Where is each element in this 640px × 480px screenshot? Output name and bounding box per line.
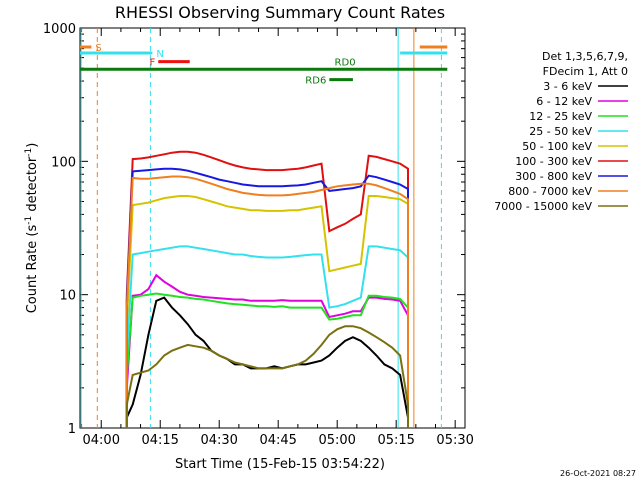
series-line-2	[125, 292, 409, 428]
legend-label: 3 - 6 keV	[543, 80, 592, 93]
series-line-0	[125, 296, 409, 428]
x-tick-label: 05:15	[377, 433, 414, 448]
x-axis-ticks: 04:00 04:15 04:30 04:45 05:00 05:15 05:30	[81, 28, 474, 448]
flag-label-n: N	[156, 49, 163, 60]
y-tick-label: 100	[51, 155, 76, 170]
x-axis-label: Start Time (15-Feb-15 03:54:22)	[175, 457, 385, 472]
y-axis-label: Count Rate (s-1 detector-1)	[24, 143, 40, 314]
plot-frame	[79, 27, 466, 429]
y-axis-ticks: 1 10 100 1000	[43, 22, 465, 437]
flag-label-s: S	[95, 43, 101, 54]
x-tick-label: 04:00	[83, 433, 120, 448]
series-line-4	[125, 195, 409, 428]
legend-label: 6 - 12 keV	[536, 95, 592, 108]
x-tick-label: 05:30	[436, 433, 473, 448]
flag-label-rd6: RD6	[305, 76, 326, 87]
x-tick-label: 04:30	[200, 433, 237, 448]
x-tick-label: 04:45	[259, 433, 296, 448]
y-tick-label: 1000	[43, 22, 76, 37]
legend-label: 7000 - 15000 keV	[494, 200, 592, 213]
y-tick-label: 1	[68, 422, 76, 437]
chart-title: RHESSI Observing Summary Count Rates	[115, 3, 445, 22]
generation-timestamp: 26-Oct-2021 08:27	[560, 469, 636, 478]
series-line-3	[125, 245, 409, 428]
y-tick-label: 10	[59, 289, 76, 304]
series-line-8	[125, 325, 409, 428]
legend-entries: 3 - 6 keV 6 - 12 keV 12 - 25 keV 25 - 50 ke…	[494, 80, 628, 213]
x-tick-label: 05:00	[318, 433, 355, 448]
legend-label: 800 - 7000 keV	[508, 185, 592, 198]
series-lines	[125, 150, 409, 428]
observing-flags: S NF RD0 RD6	[80, 43, 448, 87]
series-line-6	[125, 167, 409, 428]
legend-header-2: FDecim 1, Att 0	[543, 65, 628, 78]
series-line-5	[125, 150, 409, 428]
legend-label: 100 - 300 keV	[515, 155, 592, 168]
plot-area: 1 10 100 1000 04:00 04:15 04:30 04:45 05:00 05:1…	[43, 22, 474, 448]
flag-label-rd0: RD0	[335, 57, 356, 68]
vertical-markers	[80, 28, 442, 428]
legend-label: 12 - 25 keV	[529, 110, 592, 123]
legend: Det 1,3,5,6,7,9, FDecim 1, Att 0 3 - 6 k…	[494, 50, 628, 213]
legend-label: 25 - 50 keV	[529, 125, 592, 138]
legend-label: 50 - 100 keV	[522, 140, 592, 153]
legend-header-1: Det 1,3,5,6,7,9,	[542, 50, 628, 63]
flag-label-f: F	[149, 58, 155, 69]
series-line-7	[125, 175, 409, 428]
legend-label: 300 - 800 keV	[515, 170, 592, 183]
x-tick-label: 04:15	[141, 433, 178, 448]
